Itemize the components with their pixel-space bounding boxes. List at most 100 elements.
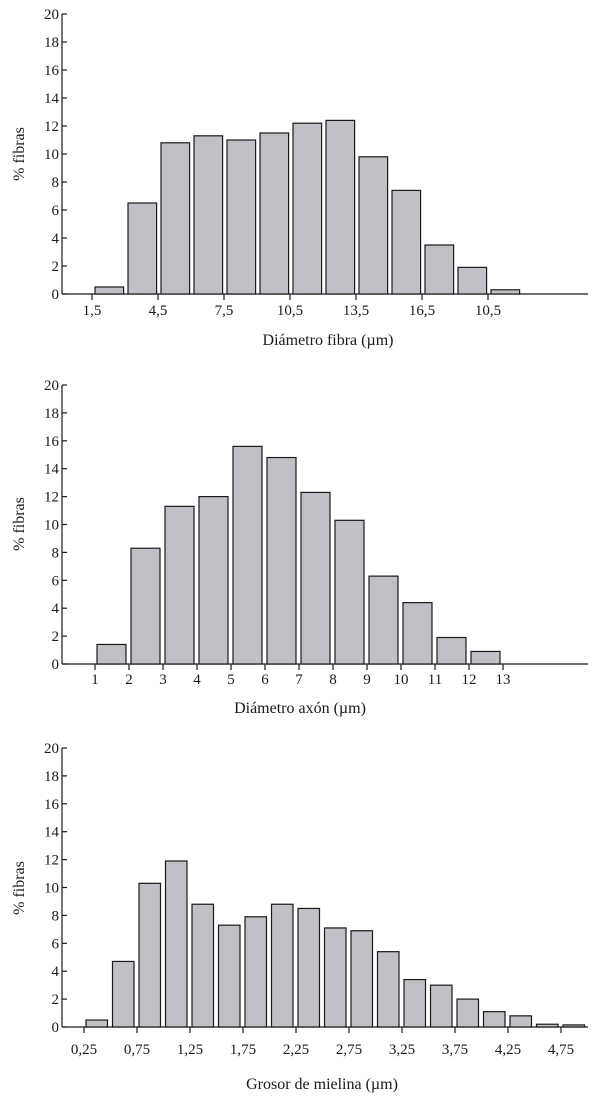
- x-tick-label: 1,5: [83, 303, 102, 319]
- bar: [226, 139, 257, 295]
- x-tick-label: 1: [91, 672, 99, 688]
- bar: [368, 575, 399, 665]
- bar: [270, 903, 294, 1028]
- bar: [482, 1011, 506, 1028]
- x-tick-label: 1,75: [230, 1042, 256, 1058]
- bar: [350, 930, 374, 1028]
- x-tick-label: 13: [496, 672, 511, 688]
- x-tick-label: 3: [159, 672, 167, 688]
- y-tick-label: 12: [44, 490, 59, 506]
- x-tick-label: 4,5: [149, 303, 168, 319]
- y-tick-label: 2: [52, 629, 60, 645]
- bar: [457, 266, 488, 295]
- x-tick-label: 11: [428, 672, 442, 688]
- y-tick-label: 8: [52, 175, 60, 191]
- bar: [111, 960, 135, 1028]
- y-tick-label: 2: [52, 992, 60, 1008]
- y-tick-label: 10: [44, 147, 59, 163]
- bar: [96, 643, 127, 665]
- bar: [138, 882, 162, 1028]
- chart-1: 0 2 4 6 8 10 12 14 16 18 20 1,5 4,5 7,5 10,5 13,5 16,5 10…: [11, 7, 588, 349]
- x-tick-label: 3,75: [442, 1042, 468, 1058]
- y-tick-label: 8: [52, 908, 60, 924]
- bar: [391, 189, 422, 295]
- y-tick-label: 4: [52, 964, 60, 980]
- x-tick-label: 13,5: [343, 303, 369, 319]
- x-tick-label: 2,25: [283, 1042, 309, 1058]
- bar: [402, 602, 433, 665]
- bar: [127, 202, 158, 295]
- y-tick-label: 4: [52, 601, 60, 617]
- bar: [456, 998, 480, 1028]
- bar: [509, 1015, 533, 1028]
- bar: [358, 156, 389, 295]
- x-tick-label: 0,75: [124, 1042, 150, 1058]
- bar: [300, 491, 331, 665]
- y-tick-label: 20: [44, 741, 59, 757]
- x-tick-label: 10,5: [277, 303, 303, 319]
- bar: [217, 924, 241, 1028]
- x-tick-label: 4: [193, 672, 201, 688]
- x-tick-label: 2,75: [336, 1042, 362, 1058]
- bar: [130, 547, 161, 665]
- bar: [470, 650, 501, 665]
- y-axis-label: % fibras: [11, 127, 28, 181]
- y-axis-label: % fibras: [11, 861, 28, 915]
- bar: [297, 907, 321, 1028]
- y-tick-label: 14: [44, 91, 60, 107]
- y-tick-label: 20: [44, 7, 59, 23]
- y-tick-label: 14: [44, 825, 60, 841]
- bar: [232, 445, 263, 665]
- y-tick-label: 12: [44, 853, 59, 869]
- bar: [376, 951, 400, 1028]
- bar: [193, 135, 224, 295]
- y-tick-label: 18: [44, 406, 59, 422]
- x-tick-label: 7: [295, 672, 303, 688]
- bar: [562, 1024, 586, 1028]
- y-tick-label: 20: [44, 378, 59, 394]
- y-tick-label: 0: [52, 1020, 60, 1036]
- x-tick-label: 3,25: [389, 1042, 415, 1058]
- y-tick-label: 18: [44, 35, 59, 51]
- x-axis-label: Grosor de mielina (µm): [246, 1076, 398, 1093]
- x-tick-label: 7,5: [215, 303, 234, 319]
- x-tick-label: 10: [394, 672, 409, 688]
- y-tick-label: 2: [52, 259, 60, 275]
- bar: [191, 903, 215, 1028]
- bar: [160, 142, 191, 295]
- x-tick-label: 16,5: [409, 303, 435, 319]
- y-tick-label: 16: [44, 63, 60, 79]
- bar: [164, 505, 195, 665]
- x-tick-label: 12: [462, 672, 477, 688]
- x-tick-label: 0,25: [71, 1042, 97, 1058]
- x-tick-label: 4,75: [548, 1042, 574, 1058]
- bar: [429, 984, 453, 1028]
- bar: [334, 519, 365, 665]
- bar: [535, 1023, 559, 1028]
- bar: [292, 122, 323, 295]
- bar: [266, 456, 297, 665]
- x-tick-label: 6: [261, 672, 269, 688]
- bar: [198, 496, 229, 665]
- bar: [259, 132, 290, 295]
- y-tick-label: 18: [44, 769, 59, 785]
- y-tick-label: 6: [52, 573, 60, 589]
- chart-3: 0 2 4 6 8 10 12 14 16 18 20 0,25 0,75 1,25 1,75 2,25 2,7…: [11, 741, 588, 1093]
- x-axis-label: Diámetro fibra (µm): [263, 332, 394, 349]
- y-tick-label: 12: [44, 119, 59, 135]
- y-axis-label: % fibras: [11, 497, 28, 551]
- x-tick-label: 1,25: [177, 1042, 203, 1058]
- bar: [325, 119, 356, 295]
- y-tick-label: 10: [44, 881, 59, 897]
- x-tick-label: 8: [329, 672, 337, 688]
- y-tick-label: 14: [44, 462, 60, 478]
- bar: [323, 927, 347, 1028]
- y-tick-label: 0: [52, 287, 60, 303]
- bar: [94, 286, 125, 295]
- y-tick-label: 10: [44, 518, 59, 534]
- y-tick-label: 8: [52, 545, 60, 561]
- bar: [244, 916, 268, 1028]
- x-tick-label: 9: [363, 672, 371, 688]
